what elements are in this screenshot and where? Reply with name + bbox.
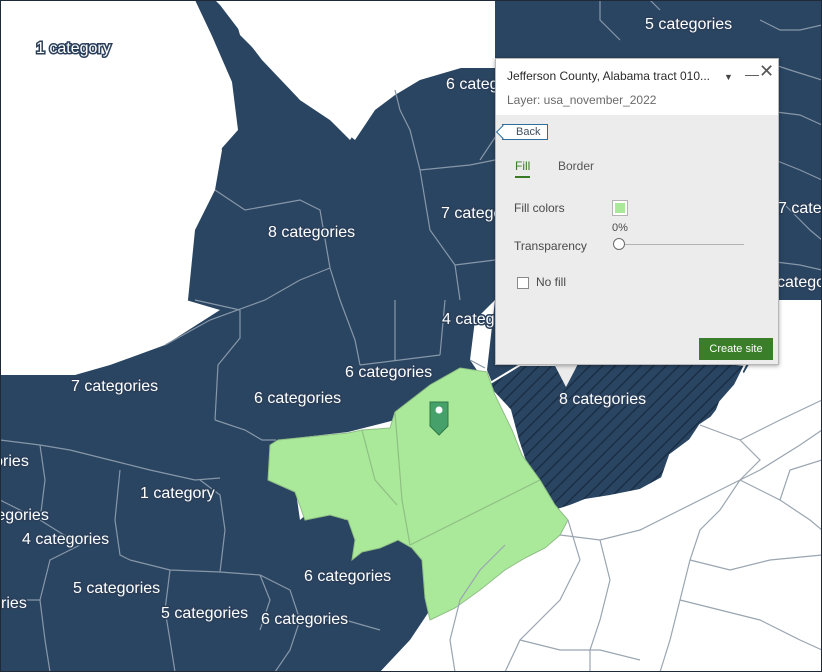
empty-area [0,140,222,375]
minimize-icon[interactable]: — [745,66,759,82]
feature-popup: Jefferson County, Alabama tract 010... ▼… [495,58,779,365]
tab-fill[interactable]: Fill [515,159,531,178]
empty-area [230,0,495,140]
map-label: categories [0,453,29,470]
map-label: 6 categories [254,390,341,407]
fill-color-swatch[interactable] [612,200,628,216]
popup-title: Jefferson County, Alabama tract 010... [507,69,711,83]
map-label: 6 categories [261,611,348,628]
chevron-down-icon[interactable]: ▼ [724,72,733,82]
layer-name: Layer: usa_november_2022 [507,93,657,107]
map-label: 5 categories [73,580,160,597]
map-label: 5 categories [161,605,248,622]
back-button-label: Back [516,126,541,138]
popup-header: Jefferson County, Alabama tract 010... ▼… [496,59,778,115]
map-label: 8 categories [268,224,355,241]
back-button[interactable]: Back [495,124,548,140]
map-label: 1 category [140,485,215,502]
map-label: 4 categories [22,531,109,548]
map-label: 6 categories [345,364,432,381]
transparency-value: 0% [612,222,628,234]
no-fill-checkbox[interactable] [517,277,529,289]
map-label: categories [0,595,27,612]
map-label: 7 categories [778,200,822,217]
transparency-label: Transparency [514,239,587,253]
tab-border[interactable]: Border [558,159,595,173]
transparency-slider-track[interactable] [620,244,744,245]
map-label: categories [0,507,49,524]
fill-color-chip [615,203,625,213]
map-label: 1 category [36,40,111,57]
map-label: 8 categories [559,391,646,408]
popup-pointer [553,362,579,387]
fill-colors-label: Fill colors [514,201,565,215]
tract-region [0,0,495,672]
close-icon[interactable]: ✕ [759,61,775,81]
empty-area [0,55,60,210]
map-labels: 1 category 5 categories 6 categories 8 c… [0,15,822,630]
chevron-left-icon [495,124,511,140]
no-fill-label: No fill [536,275,567,289]
map-label: 5 categories [645,16,732,33]
transparency-slider-handle[interactable] [613,238,625,250]
map-label: categories [777,274,822,291]
map-pin-icon[interactable] [429,401,449,436]
create-site-button[interactable]: Create site [699,338,773,360]
map-label: 6 categories [304,568,391,585]
map-label: 7 categories [71,378,158,395]
